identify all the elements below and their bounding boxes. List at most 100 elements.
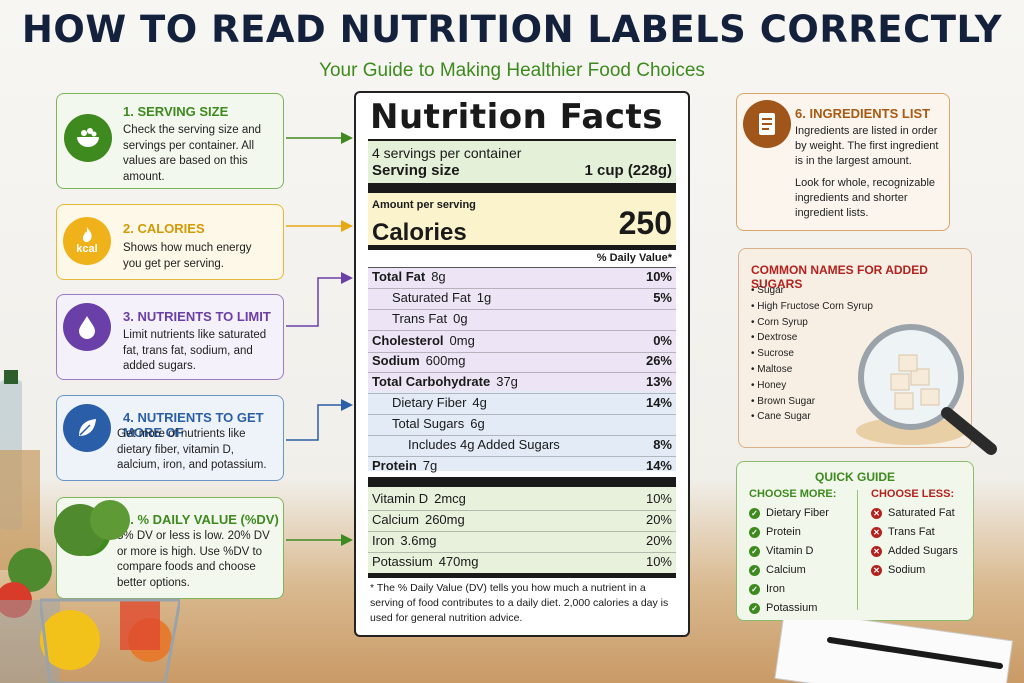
servings-per-container: 4 servings per container bbox=[372, 145, 522, 161]
check-icon: ✓ bbox=[749, 565, 760, 576]
nutrient-name: Cholesterol 0mg bbox=[372, 333, 475, 348]
notebook-pen-illustration bbox=[774, 620, 1014, 683]
nutrient-row: Cholesterol 0mg 0% bbox=[372, 333, 672, 348]
nutrient-row: Protein 7g 14% bbox=[372, 458, 672, 473]
choose-more-item: ✓ Vitamin D bbox=[749, 542, 836, 561]
nutrient-name: Sodium 600mg bbox=[372, 353, 466, 368]
quick-guide-card: QUICK GUIDE CHOOSE MORE: ✓ Dietary Fiber ✓… bbox=[736, 461, 974, 621]
nutrition-facts-title: Nutrition Facts bbox=[370, 97, 663, 137]
produce-illustration bbox=[40, 500, 180, 683]
page-title: HOW TO READ NUTRITION LABELS CORRECTLY bbox=[21, 8, 1003, 51]
nutrient-row: Dietary Fiber 4g 14% bbox=[372, 395, 672, 410]
serving-size-value: 1 cup (228g) bbox=[584, 162, 672, 179]
sugar-item: Brown Sugar bbox=[751, 394, 873, 410]
card-title: 2. CALORIES bbox=[123, 221, 205, 236]
choose-less-column: CHOOSE LESS: ✕ Saturated Fat ✕ Trans Fat ✕ Ad… bbox=[871, 488, 958, 580]
choose-less-item: ✕ Saturated Fat bbox=[871, 504, 958, 523]
sugar-item: Maltose bbox=[751, 362, 873, 378]
card-title: 4. NUTRIENTS TO GET MORE OF bbox=[123, 410, 264, 440]
medium-divider bbox=[368, 245, 676, 250]
nutrient-row: Includes 4g Added Sugars 8% bbox=[372, 437, 672, 452]
card-title: 3. NUTRIENTS TO LIMIT bbox=[123, 309, 271, 324]
choose-more-item: ✓ Potassium bbox=[749, 599, 836, 618]
card-title: 1. SERVING SIZE bbox=[123, 104, 229, 119]
thick-divider-2 bbox=[368, 477, 676, 487]
nutrient-name: Trans Fat 0g bbox=[392, 311, 468, 326]
serving-band bbox=[368, 141, 676, 183]
calories-band bbox=[368, 193, 676, 245]
serving-size-label: Serving size bbox=[372, 162, 460, 179]
nutrient-row: Trans Fat 0g bbox=[372, 311, 672, 326]
nutrient-name: Total Fat 8g bbox=[372, 269, 446, 284]
nutrient-name: Total Sugars 6g bbox=[392, 416, 485, 431]
serving-size-card: 1. SERVING SIZE Check the serving size a… bbox=[56, 93, 284, 189]
choose-more-header: CHOOSE MORE: bbox=[749, 488, 837, 500]
nutrient-name: Protein 7g bbox=[372, 458, 438, 473]
quick-guide-title: QUICK GUIDE bbox=[814, 470, 895, 484]
bottom-divider bbox=[368, 573, 676, 578]
serving-size-row: Serving size 1 cup (228g) bbox=[372, 162, 672, 179]
more-band bbox=[368, 391, 676, 471]
nutrient-name: Dietary Fiber 4g bbox=[392, 395, 487, 410]
sugar-item: Cane Sugar bbox=[751, 409, 873, 425]
magnifying-glass-icon bbox=[856, 324, 997, 455]
card-title: 6. INGREDIENTS LIST bbox=[795, 106, 931, 121]
choose-less-header: CHOOSE LESS: bbox=[871, 488, 955, 500]
divider bbox=[368, 139, 676, 141]
x-icon: ✕ bbox=[871, 527, 882, 538]
choose-less-item: ✕ Added Sugars bbox=[871, 542, 958, 561]
grocery-basket-illustration bbox=[0, 370, 60, 683]
choose-less-item: ✕ Sodium bbox=[871, 561, 958, 580]
kcal-text: kcal bbox=[76, 243, 98, 255]
card-text: Get more of nutrients like dietary fiber… bbox=[117, 428, 267, 471]
choose-more-column: CHOOSE MORE: ✓ Dietary Fiber ✓ Protein ✓ Vita… bbox=[749, 488, 836, 618]
nutrient-dv: 14% bbox=[645, 395, 672, 410]
check-icon: ✓ bbox=[749, 546, 760, 557]
nutrient-dv: 8% bbox=[653, 437, 672, 452]
vitamin-row: Vitamin D 2mcg 10% bbox=[372, 491, 672, 506]
x-icon: ✕ bbox=[871, 565, 882, 576]
card-text-1: Ingredients are listed in order by weigh… bbox=[795, 125, 939, 167]
nutrient-name: Total Carbohydrate 37g bbox=[372, 374, 518, 389]
nutrient-dv: 26% bbox=[645, 353, 672, 368]
calories-label: Calories bbox=[372, 219, 467, 246]
nutrient-dv: 13% bbox=[645, 374, 672, 389]
servings-row: 4 servings per container bbox=[372, 145, 672, 161]
card-text: Limit nutrients like saturated fat, tran… bbox=[123, 329, 267, 372]
drop-icon bbox=[63, 303, 111, 351]
flame-kcal-icon: kcal bbox=[63, 217, 111, 265]
sugar-item: Dextrose bbox=[751, 330, 873, 346]
check-icon: ✓ bbox=[749, 508, 760, 519]
vitamin-row: Calcium 260mg 20% bbox=[372, 512, 672, 527]
sugar-item: High Fructose Corn Syrup bbox=[751, 299, 873, 315]
dv-header: % Daily Value* bbox=[596, 252, 672, 264]
choose-more-item: ✓ Iron bbox=[749, 580, 836, 599]
nutrients-limit-card: 3. NUTRIENTS TO LIMIT Limit nutrients li… bbox=[56, 294, 284, 380]
choose-more-item: ✓ Protein bbox=[749, 523, 836, 542]
card-text: Check the serving size and servings per … bbox=[123, 124, 262, 183]
choose-more-item: ✓ Calcium bbox=[749, 561, 836, 580]
sugar-item: Corn Syrup bbox=[751, 315, 873, 331]
x-icon: ✕ bbox=[871, 508, 882, 519]
thick-divider bbox=[368, 183, 676, 193]
page-subtitle: Your Guide to Making Healthier Food Choi… bbox=[319, 60, 705, 81]
limit-arrow bbox=[286, 272, 353, 327]
sugar-item: Honey bbox=[751, 378, 873, 394]
nutrient-row: Sodium 600mg 26% bbox=[372, 353, 672, 368]
nutrient-dv: 10% bbox=[645, 269, 672, 284]
leaf-icon bbox=[63, 404, 111, 452]
card-title: 5. % DAILY VALUE (%DV) bbox=[123, 512, 279, 527]
sugar-names-list: SugarHigh Fructose Corn SyrupCorn SyrupD… bbox=[751, 283, 873, 425]
nutrient-row: Total Fat 8g 10% bbox=[372, 269, 672, 284]
nutrient-name: Saturated Fat 1g bbox=[392, 290, 492, 305]
nutrition-facts-label: Nutrition Facts 4 servings per container… bbox=[354, 91, 690, 637]
vitamin-row: Potassium 470mg 10% bbox=[372, 554, 672, 569]
vitamin-band bbox=[368, 487, 676, 573]
sugar-item: Sucrose bbox=[751, 346, 873, 362]
card-text-2: Look for whole, recognizable ingredients… bbox=[795, 177, 936, 219]
check-icon: ✓ bbox=[749, 527, 760, 538]
nutrient-name: Includes 4g Added Sugars bbox=[408, 437, 560, 452]
sugar-item: Sugar bbox=[751, 283, 873, 299]
nutrient-row: Total Sugars 6g bbox=[372, 416, 672, 431]
bowl-icon bbox=[64, 114, 112, 162]
